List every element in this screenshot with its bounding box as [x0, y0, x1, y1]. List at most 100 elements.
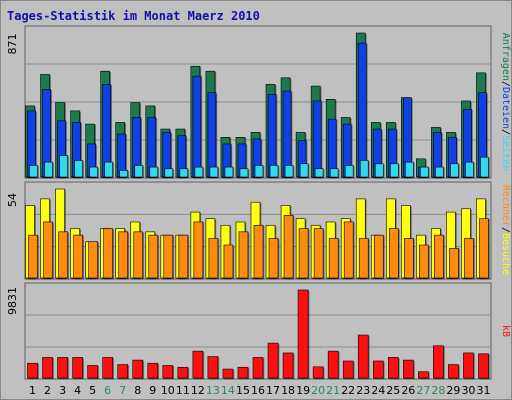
rechner-bar: [313, 228, 324, 279]
seiten-bar: [134, 165, 144, 178]
seiten-bar: [104, 161, 113, 178]
besuche-panel-ymax-label: 54: [6, 193, 19, 207]
x-tick-label: 25: [386, 384, 400, 397]
seiten-bar: [179, 168, 189, 178]
x-tick-label: 26: [401, 384, 415, 397]
kb-bar: [117, 364, 129, 379]
kb-bar: [132, 359, 144, 379]
legend-label: kB: [500, 325, 511, 337]
rechner-bar: [343, 221, 354, 279]
x-tick-label: 15: [236, 384, 250, 397]
chart-title: Tages-Statistik im Monat Maerz 2010: [7, 9, 260, 23]
legend-label: Seiten: [500, 135, 511, 171]
seiten-bar: [480, 156, 489, 178]
rechner-bar: [193, 221, 204, 279]
x-tick-label: 5: [89, 384, 96, 397]
kb-bar: [147, 362, 159, 379]
kb-bar: [297, 289, 309, 379]
kb-bar: [27, 362, 38, 379]
seiten-bar: [450, 163, 459, 178]
x-tick-label: 10: [161, 384, 175, 397]
x-tick-label: 29: [446, 384, 460, 397]
seiten-bar: [44, 161, 53, 178]
seiten-bar: [284, 165, 294, 178]
dateien-bar: [207, 92, 217, 178]
legend-label: Rechner: [500, 185, 511, 227]
kb-bar: [418, 371, 429, 379]
kb-bar: [342, 360, 354, 379]
kb-bar: [57, 357, 68, 379]
legend-label: Besuche: [500, 233, 511, 275]
kb-panel-border: [24, 282, 492, 380]
kb-bar: [102, 357, 113, 379]
rechner-bar: [419, 244, 429, 279]
x-tick-label: 30: [461, 384, 475, 397]
rechner-bar: [298, 228, 309, 279]
x-tick-label: 11: [176, 384, 190, 397]
x-tick-label: 23: [356, 384, 370, 397]
rechner-bar: [58, 231, 68, 279]
kb-bar: [478, 353, 489, 379]
seiten-bar: [465, 161, 474, 178]
rechner-bar: [464, 238, 474, 279]
kb-bar: [72, 357, 83, 379]
rechner-bar: [328, 238, 339, 279]
x-tick-label: 9: [149, 384, 156, 397]
x-tick-label: 24: [371, 384, 385, 397]
rechner-bar: [208, 238, 219, 279]
kb-bar: [222, 368, 234, 379]
dateien-bar: [327, 118, 337, 178]
rechner-bar: [373, 234, 384, 279]
legend-separator: /: [500, 129, 511, 135]
seiten-bar: [119, 170, 129, 178]
rechner-bar: [88, 241, 98, 279]
legend-separator: /: [500, 81, 511, 87]
x-tick-label: 22: [341, 384, 355, 397]
kb-bar: [177, 366, 189, 379]
rechner-bar: [178, 234, 189, 279]
seiten-bar: [314, 168, 324, 178]
kb-bar: [87, 365, 98, 379]
rechner-bar: [73, 234, 83, 279]
seiten-bar: [420, 166, 429, 178]
seiten-bar: [389, 163, 399, 178]
kb-bar: [327, 350, 339, 379]
seiten-bar: [74, 160, 83, 178]
x-tick-label: 6: [104, 384, 111, 397]
seiten-bar: [224, 166, 234, 178]
legend-label: Anfragen: [500, 33, 511, 81]
rechner-bar: [118, 231, 129, 279]
kb-bar: [372, 360, 384, 379]
legend-label: Dateien: [500, 87, 511, 129]
seiten-bar: [435, 166, 444, 178]
x-tick-label: 4: [74, 384, 81, 397]
kb-panel-ymax-label: 9831: [6, 287, 19, 315]
kb-bar: [433, 345, 444, 379]
dateien-bar: [282, 90, 292, 178]
kb-bar: [267, 342, 279, 379]
rechner-bar: [388, 228, 399, 279]
kb-bar: [207, 356, 219, 379]
x-tick-label: 16: [251, 384, 265, 397]
kb-panel-legend: kB: [500, 325, 511, 337]
rechner-bar: [434, 234, 444, 279]
seiten-bar: [209, 166, 219, 178]
seiten-bar: [299, 163, 309, 178]
kb-bar: [312, 366, 324, 379]
seiten-bar: [329, 168, 339, 178]
x-tick-label: 20: [311, 384, 325, 397]
kb-bar: [357, 334, 369, 379]
seiten-bar: [89, 166, 98, 178]
kb-bar: [282, 352, 294, 379]
bottom-bars: [27, 289, 489, 379]
dateien-bar: [192, 75, 202, 178]
rechner-bar: [449, 248, 459, 279]
x-tick-label: 8: [134, 384, 141, 397]
rechner-bar: [479, 218, 489, 279]
kb-bar: [387, 357, 399, 379]
dateien-bar: [267, 94, 277, 178]
x-tick-label: 31: [476, 384, 490, 397]
seiten-bar: [194, 166, 204, 178]
